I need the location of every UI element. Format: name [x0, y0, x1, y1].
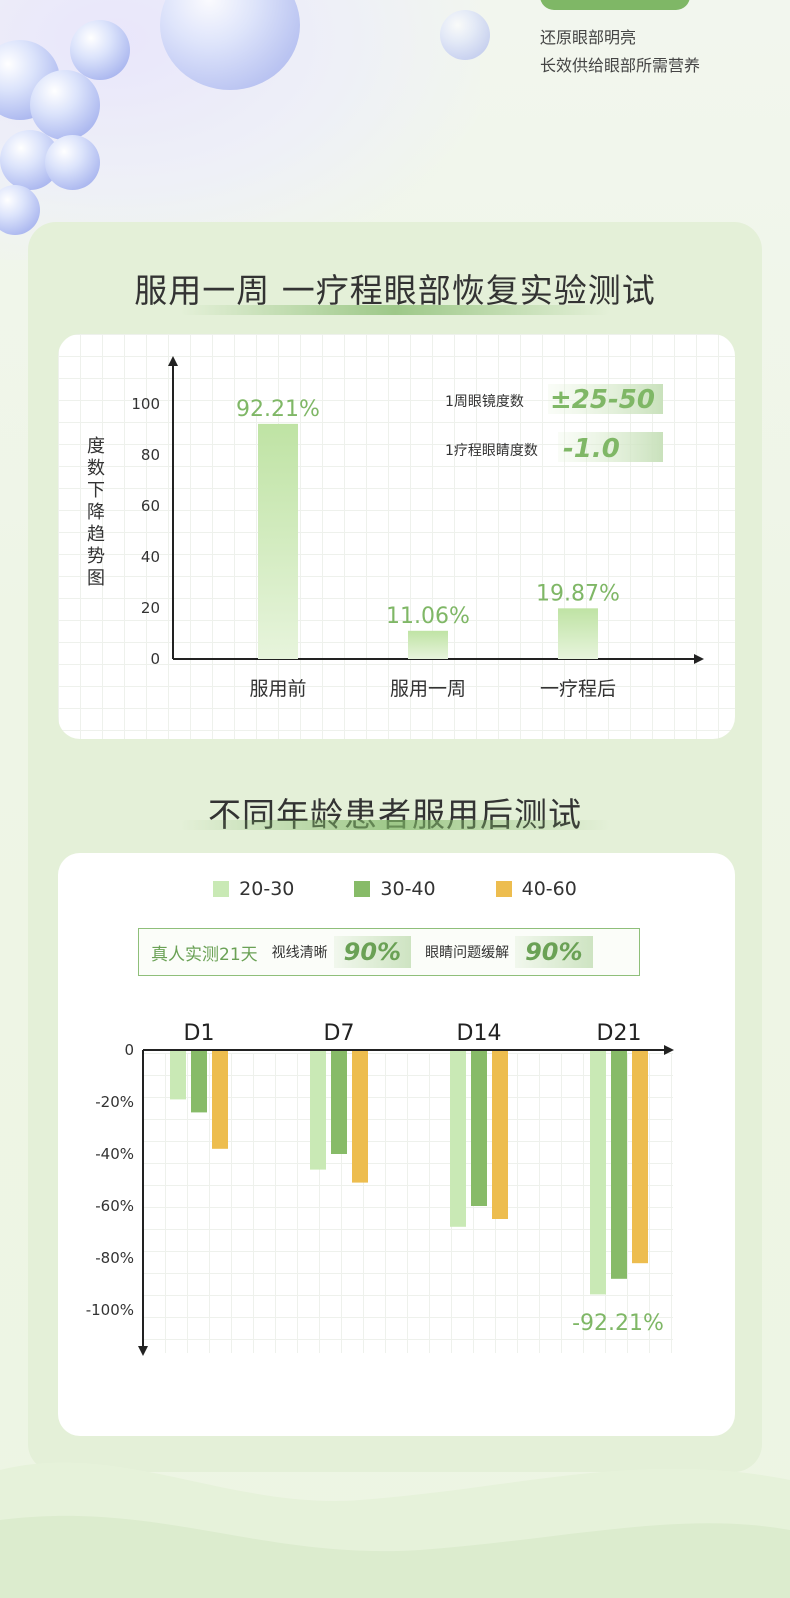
bar-服用前: [258, 423, 298, 659]
y-axis-label-char: 图: [87, 568, 105, 589]
x-tick-label: 服用前: [249, 678, 306, 700]
y-tick-label: -80%: [95, 1249, 134, 1267]
bar-20-30-D21: [590, 1051, 606, 1295]
bar-40-60-D21: [632, 1051, 648, 1264]
notice-label-clarity: 视线清晰: [271, 945, 328, 961]
notice-label-relief: 眼睛问题缓解: [425, 945, 510, 961]
y-tick-label: 20: [141, 599, 160, 617]
hero-line-2: 长效供给眼部所需营养: [540, 56, 701, 75]
x-axis-arrow: [664, 1045, 674, 1055]
bubble-decoration: [30, 70, 100, 140]
notice-value-clarity: 90%: [333, 936, 412, 968]
legend-label: 20-30: [239, 878, 295, 900]
y-tick-label: -60%: [95, 1197, 134, 1215]
x-category-label: D21: [597, 1021, 642, 1046]
bubble-decoration: [70, 20, 130, 80]
legend-item-20-30: 20-30: [213, 878, 294, 900]
y-tick-label: 0: [124, 1041, 134, 1059]
x-category-label: D7: [324, 1021, 355, 1046]
annotation-value: ±25-50: [550, 385, 655, 415]
y-axis-label-char: 趋: [87, 524, 105, 545]
bar-data-label: 92.21%: [236, 397, 320, 422]
bar-40-60-D1: [212, 1051, 228, 1149]
bar-30-40-D14: [471, 1051, 487, 1206]
legend-item-40-60: 40-60: [495, 878, 577, 900]
bar-data-label: 19.87%: [536, 581, 620, 606]
legend-swatch: [213, 881, 230, 897]
section2-title-underline: [180, 820, 610, 830]
chart2-legend: 20-30 30-40 40-60: [0, 878, 790, 900]
y-tick-label: 40: [141, 548, 160, 566]
bar-40-60-D14: [492, 1051, 508, 1219]
x-tick-label: 服用一周: [390, 678, 466, 700]
hero-line-1: 还原眼部明亮: [540, 28, 637, 47]
y-axis-label-char: 势: [87, 546, 105, 567]
legend-label: 30-40: [380, 878, 436, 900]
chart2-grid: [143, 1053, 673, 1353]
annotation-value: -1.0: [563, 434, 620, 464]
bubble-decoration: [45, 135, 100, 190]
x-tick-label: 一疗程后: [540, 678, 616, 700]
bar-20-30-D14: [450, 1051, 466, 1227]
hero-banner: 还原眼部明亮 长效供给眼部所需营养: [0, 0, 790, 260]
annotation-label: 1疗程眼睛度数: [445, 443, 538, 459]
x-axis-arrow: [694, 654, 704, 664]
y-tick-label: 60: [141, 497, 160, 515]
bar-data-label: -92.21%: [572, 1311, 664, 1336]
hero-text: 还原眼部明亮 长效供给眼部所需营养: [540, 24, 700, 80]
y-axis-label-char: 降: [87, 502, 105, 523]
annotation-label: 1周眼镜度数: [445, 394, 524, 410]
annotation-highlight: [548, 384, 663, 414]
y-axis-label-char: 度: [87, 436, 105, 457]
x-category-label: D1: [184, 1021, 215, 1046]
y-tick-label: 100: [131, 395, 160, 413]
y-axis-arrow: [138, 1346, 148, 1356]
hero-tag: [540, 0, 690, 10]
bar-20-30-D7: [310, 1051, 326, 1170]
notice-value-relief: 90%: [515, 936, 593, 968]
section1-title: 服用一周 一疗程眼部恢复实验测试: [134, 271, 656, 310]
bar-30-40-D21: [611, 1051, 627, 1279]
section1-title-underline: [180, 305, 610, 315]
y-axis-label-char: 数: [87, 458, 105, 479]
y-axis-label-char: 下: [87, 480, 105, 501]
y-tick-label: 80: [141, 446, 160, 464]
notice-lead: 真人实测21天: [151, 944, 258, 965]
bar-20-30-D1: [170, 1051, 186, 1100]
y-tick-label: -20%: [95, 1093, 134, 1111]
bar-一疗程后: [558, 608, 598, 659]
bar-服用一周: [408, 630, 448, 659]
bar-data-label: 11.06%: [386, 604, 470, 629]
legend-swatch: [495, 881, 512, 897]
bottom-wave-decoration: [0, 1462, 790, 1598]
x-category-label: D14: [457, 1021, 502, 1046]
chart2-svg: 0 -20% -40% -60% -80% -100% D1 D7 D14 D21 -92.21%: [86, 1021, 674, 1356]
bubble-decoration: [0, 185, 40, 235]
bubble-decoration: [440, 10, 490, 60]
bar-30-40-D7: [331, 1051, 347, 1154]
legend-item-30-40: 30-40: [354, 878, 436, 900]
legend-swatch: [354, 881, 371, 897]
chart1-card: 0 20 40 60 80 100 度数下降趋势图 92.21% 服用前 11.06% 服用一周 19…: [58, 334, 735, 739]
bar-30-40-D1: [191, 1051, 207, 1113]
test-notice: 真人实测21天 视线清晰 90% 眼睛问题缓解 90%: [138, 928, 640, 976]
y-tick-label: 0: [150, 650, 160, 668]
annotation-highlight: [558, 432, 663, 462]
y-axis-arrow: [168, 356, 178, 366]
y-tick-label: -40%: [95, 1145, 134, 1163]
bar-40-60-D7: [352, 1051, 368, 1183]
legend-label: 40-60: [521, 878, 577, 900]
y-tick-label: -100%: [86, 1301, 134, 1319]
